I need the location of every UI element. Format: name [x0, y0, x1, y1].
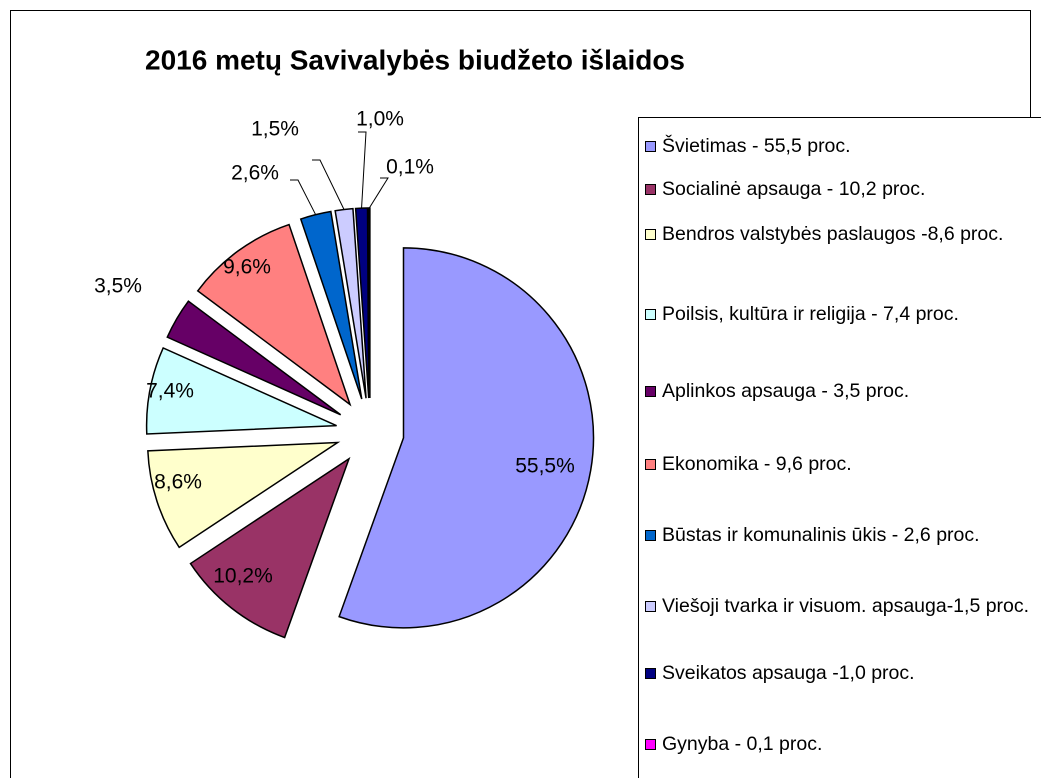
leader-line [368, 177, 389, 209]
legend-swatch [645, 459, 656, 470]
legend-swatch [645, 309, 656, 320]
pie: 55,5% 10,2% 8,6% 7,4% 3,5% 9,6% 2,6% 1,5% 1,0% 0,… [94, 108, 595, 639]
legend-label: Būstas ir komunalinis ūkis - 2,6 proc. [662, 524, 980, 546]
data-label: 3,5% [94, 275, 142, 298]
data-label: 55,5% [515, 455, 575, 478]
pie-slice [145, 346, 337, 435]
legend-label: Poilsis, kultūra ir religija - 7,4 proc. [662, 303, 959, 325]
legend-entry: Sveikatos apsauga -1,0 proc. [645, 659, 1037, 688]
pie-slice [338, 247, 595, 629]
legend-entry: Gynyba - 0,1 proc. [645, 730, 1037, 759]
data-label: 1,5% [251, 118, 299, 141]
data-label: 10,2% [213, 565, 273, 588]
legend-swatch [645, 530, 656, 541]
data-label: 0,1% [386, 156, 434, 179]
legend-entry: Švietimas - 55,5 proc. [645, 132, 1037, 161]
legend-swatch [645, 739, 656, 750]
legend-swatch [645, 229, 656, 240]
pie-slice [189, 456, 351, 639]
legend-entry: Poilsis, kultūra ir religija - 7,4 proc. [645, 300, 1037, 329]
leader-line [312, 159, 345, 210]
legend-label: Švietimas - 55,5 proc. [662, 135, 851, 157]
legend-entry: Viešoji tvarka ir visuom. apsauga-1,5 pr… [645, 592, 1037, 621]
legend-label: Socialinė apsauga - 10,2 proc. [662, 178, 926, 200]
pie-slice [354, 207, 370, 399]
data-label: 2,6% [231, 162, 279, 185]
legend-label: Sveikatos apsauga -1,0 proc. [662, 662, 915, 684]
pie-slice [196, 223, 352, 407]
legend-label: Aplinkos apsauga - 3,5 proc. [662, 380, 910, 402]
pie-slice [147, 441, 341, 549]
legend-swatch [645, 184, 656, 195]
legend-entry: Socialinė apsauga - 10,2 proc. [645, 175, 1037, 204]
legend-swatch [645, 386, 656, 397]
data-label: 7,4% [146, 380, 194, 403]
data-label: 9,6% [223, 256, 271, 279]
legend-label: Ekonomika - 9,6 proc. [662, 453, 852, 475]
legend-swatch [645, 601, 656, 612]
legend-entry: Ekonomika - 9,6 proc. [645, 450, 1037, 479]
leader-line [290, 179, 317, 215]
legend-entry: Būstas ir komunalinis ūkis - 2,6 proc. [645, 521, 1037, 550]
legend-swatch [645, 141, 656, 152]
legend: Švietimas - 55,5 proc. Socialinė apsauga … [638, 117, 1041, 778]
pie-slice [367, 207, 371, 399]
legend-entry: Bendros valstybės paslaugos -8,6 proc. [645, 220, 1037, 249]
data-label: 8,6% [154, 471, 202, 494]
chart-title: 2016 metų Savivalybės biudžeto išlaidos [145, 44, 685, 75]
legend-label: Bendros valstybės paslaugos -8,6 proc. [662, 223, 1004, 245]
legend-entry: Aplinkos apsauga - 3,5 proc. [645, 377, 1037, 406]
legend-label: Gynyba - 0,1 proc. [662, 733, 823, 755]
pie-slice [166, 300, 342, 416]
legend-label: Viešoji tvarka ir visuom. apsauga-1,5 pr… [662, 595, 1030, 617]
legend-swatch [645, 668, 656, 679]
data-label: 1,0% [356, 108, 404, 131]
leader-line [358, 131, 367, 209]
